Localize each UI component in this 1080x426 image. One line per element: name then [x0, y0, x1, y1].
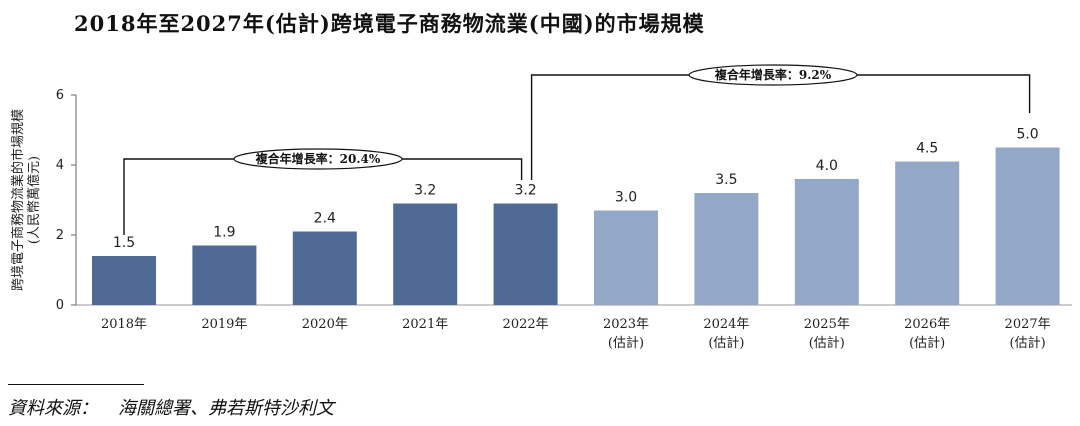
bar [493, 203, 558, 305]
x-category-label: 2026年 [904, 317, 950, 332]
source-label: 資料來源： [8, 398, 98, 419]
x-category-label: 2022年 [503, 317, 549, 332]
x-category-label: 2019年 [201, 317, 247, 332]
source-text: 海關總署、弗若斯特沙利文 [118, 398, 334, 419]
bars: 1.5 1.9 2.4 3.2 3.2 3.0 3.5 4.0 4.5 5.0 [92, 127, 1060, 305]
bar-value-label: 3.2 [514, 183, 536, 199]
x-category-label: 2027年 [1005, 317, 1051, 332]
x-axis-categories: 2018年 2019年 2020年 2021年 2022年 2023年 (估計) 2024年 (… [101, 317, 1051, 351]
bar-value-label: 3.0 [615, 190, 637, 206]
bar [292, 231, 357, 305]
cagr-ellipse [688, 64, 858, 86]
y-axis-label: 跨境電子商務物流業的市場規模 [10, 109, 26, 291]
bar [995, 147, 1060, 305]
bar [594, 210, 658, 305]
bar-value-label: 3.5 [715, 172, 737, 188]
bar [92, 256, 156, 305]
x-category-label: 2020年 [302, 317, 348, 332]
bar-value-label: 4.0 [816, 158, 838, 174]
bar-value-label: 5.0 [1016, 127, 1038, 143]
y-tick-label: 2 [56, 228, 64, 243]
bar [895, 161, 960, 305]
x-category-sublabel: (估計) [909, 335, 945, 351]
chart-title: 2018年至2027年(估計)跨境電子商務物流業(中國)的市場規模 [74, 11, 705, 36]
bar-value-label: 4.5 [916, 141, 938, 157]
x-category-label: 2018年 [101, 317, 147, 332]
bar [694, 193, 759, 305]
bar-value-label: 3.2 [414, 183, 436, 199]
source-divider [8, 384, 144, 385]
cagr-ellipse [233, 148, 403, 170]
bar [192, 245, 257, 305]
x-category-label: 2024年 [703, 317, 749, 332]
x-category-sublabel: (估計) [608, 335, 644, 351]
cagr-label: 複合年增長率：9.2% [714, 67, 832, 82]
bar-value-label: 1.5 [113, 235, 135, 251]
x-category-sublabel: (估計) [708, 335, 744, 351]
source-note: 資料來源： 海關總署、弗若斯特沙利文 [8, 394, 334, 420]
y-tick-label: 4 [56, 158, 64, 173]
x-category-label: 2023年 [603, 317, 649, 332]
cagr-annotations: 複合年增長率：20.4% 複合年增長率：9.2% [123, 64, 1031, 235]
cagr-label: 複合年增長率：20.4% [255, 151, 381, 166]
x-category-label: 2021年 [402, 317, 448, 332]
x-category-sublabel: (估計) [1010, 335, 1046, 351]
y-tick-label: 0 [56, 298, 64, 313]
bar-value-label: 2.4 [314, 211, 336, 227]
x-category-label: 2025年 [804, 317, 850, 332]
bar-value-label: 1.9 [213, 225, 235, 241]
bar [393, 203, 458, 305]
y-tick-label: 6 [56, 88, 64, 103]
y-axis-unit-label: (人民幣萬億元) [26, 156, 42, 244]
x-category-sublabel: (估計) [809, 335, 845, 351]
bar [794, 179, 859, 305]
